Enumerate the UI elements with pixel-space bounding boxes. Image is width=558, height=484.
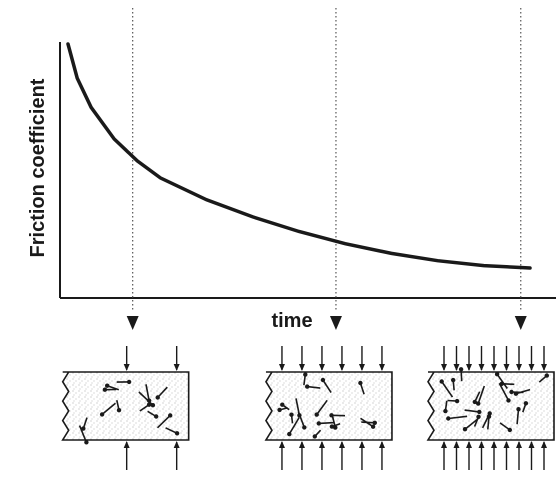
bond-node bbox=[100, 412, 104, 416]
load-arrowhead-bottom bbox=[454, 441, 460, 448]
load-arrowhead-top bbox=[379, 364, 385, 371]
bond-node bbox=[500, 382, 504, 386]
load-arrowhead-bottom bbox=[516, 441, 522, 448]
bond-node bbox=[477, 410, 481, 414]
bond-node bbox=[105, 384, 109, 388]
bond-node bbox=[117, 408, 121, 412]
bond-node bbox=[443, 409, 447, 413]
load-arrowhead-bottom bbox=[174, 441, 180, 448]
bond-node bbox=[446, 416, 450, 420]
load-arrowhead-bottom bbox=[279, 441, 285, 448]
load-arrowhead-bottom bbox=[359, 441, 365, 448]
bond-node bbox=[302, 425, 306, 429]
bond-node bbox=[545, 373, 549, 377]
x-axis-label: time bbox=[271, 310, 312, 332]
bond-node bbox=[147, 398, 151, 402]
time-marker-arrow bbox=[515, 316, 527, 330]
bond-node bbox=[317, 421, 321, 425]
load-arrowhead-top bbox=[441, 364, 447, 371]
bond-node bbox=[373, 421, 377, 425]
load-arrowhead-top bbox=[529, 364, 535, 371]
load-arrowhead-top bbox=[359, 364, 365, 371]
bond-segment bbox=[319, 423, 335, 424]
bond-node bbox=[516, 407, 520, 411]
bond-node bbox=[459, 367, 463, 371]
bond-node bbox=[440, 379, 444, 383]
bond-node bbox=[506, 398, 510, 402]
bond-node bbox=[330, 424, 334, 428]
load-arrowhead-top bbox=[516, 364, 522, 371]
load-arrowhead-top bbox=[299, 364, 305, 371]
bond-node bbox=[147, 403, 151, 407]
load-arrowhead-top bbox=[279, 364, 285, 371]
bond-node bbox=[473, 400, 477, 404]
bond-node bbox=[305, 384, 309, 388]
load-arrowhead-top bbox=[124, 364, 130, 371]
bond-node bbox=[151, 403, 155, 407]
bond-node bbox=[127, 380, 131, 384]
bond-node bbox=[313, 434, 317, 438]
bond-node bbox=[329, 413, 333, 417]
time-marker-arrow bbox=[330, 316, 342, 330]
load-arrowhead-bottom bbox=[479, 441, 485, 448]
bond-node bbox=[487, 414, 491, 418]
load-arrowhead-bottom bbox=[541, 441, 547, 448]
bond-node bbox=[154, 414, 158, 418]
load-arrowhead-top bbox=[479, 364, 485, 371]
bond-node bbox=[508, 428, 512, 432]
bond-node bbox=[277, 408, 281, 412]
load-arrowhead-bottom bbox=[491, 441, 497, 448]
bond-node bbox=[289, 413, 293, 417]
load-arrowhead-top bbox=[339, 364, 345, 371]
bond-node bbox=[321, 378, 325, 382]
bond-node bbox=[371, 425, 375, 429]
bond-node bbox=[287, 432, 291, 436]
load-arrowhead-bottom bbox=[319, 441, 325, 448]
load-arrowhead-top bbox=[174, 364, 180, 371]
load-arrowhead-top bbox=[466, 364, 472, 371]
bond-node bbox=[280, 403, 284, 407]
bond-node bbox=[455, 399, 459, 403]
load-arrowhead-bottom bbox=[299, 441, 305, 448]
sample-block-early bbox=[63, 346, 189, 470]
bond-node bbox=[84, 440, 88, 444]
sample-blocks bbox=[63, 346, 554, 470]
bond-node bbox=[509, 390, 513, 394]
time-marker-arrow bbox=[127, 316, 139, 330]
load-arrowhead-bottom bbox=[379, 441, 385, 448]
load-arrowhead-bottom bbox=[466, 441, 472, 448]
load-arrowhead-bottom bbox=[441, 441, 447, 448]
bond-node bbox=[156, 395, 160, 399]
load-arrowhead-top bbox=[319, 364, 325, 371]
bond-node bbox=[451, 378, 455, 382]
load-arrowhead-bottom bbox=[529, 441, 535, 448]
bond-node bbox=[476, 415, 480, 419]
bond-node bbox=[315, 412, 319, 416]
sample-block-middle bbox=[266, 346, 392, 470]
bond-node bbox=[303, 372, 307, 376]
bond-node bbox=[463, 427, 467, 431]
load-arrowhead-top bbox=[454, 364, 460, 371]
load-arrowhead-top bbox=[491, 364, 497, 371]
bond-node bbox=[168, 413, 172, 417]
bond-node bbox=[175, 431, 179, 435]
bond-node bbox=[524, 401, 528, 405]
sample-block-late bbox=[428, 346, 554, 470]
bond-node bbox=[358, 381, 362, 385]
load-arrowhead-bottom bbox=[124, 441, 130, 448]
load-arrowhead-top bbox=[504, 364, 510, 371]
time-markers bbox=[127, 8, 527, 330]
bond-node bbox=[297, 413, 301, 417]
bond-node bbox=[495, 372, 499, 376]
bond-node bbox=[103, 388, 107, 392]
load-arrowhead-top bbox=[541, 364, 547, 371]
load-arrowhead-bottom bbox=[504, 441, 510, 448]
load-arrowhead-bottom bbox=[339, 441, 345, 448]
friction-curve bbox=[68, 44, 530, 268]
y-axis-label: Friction coefficient bbox=[27, 78, 49, 257]
